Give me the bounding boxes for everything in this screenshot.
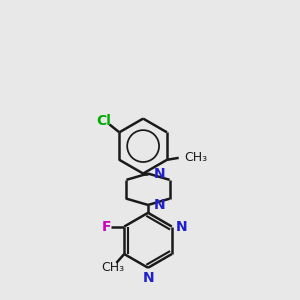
Text: N: N (143, 271, 155, 285)
Text: N: N (154, 167, 166, 181)
Text: CH₃: CH₃ (184, 152, 208, 164)
Text: Cl: Cl (96, 114, 111, 128)
Text: F: F (102, 220, 111, 234)
Text: CH₃: CH₃ (101, 261, 124, 274)
Text: N: N (176, 220, 188, 234)
Text: N: N (154, 198, 166, 212)
